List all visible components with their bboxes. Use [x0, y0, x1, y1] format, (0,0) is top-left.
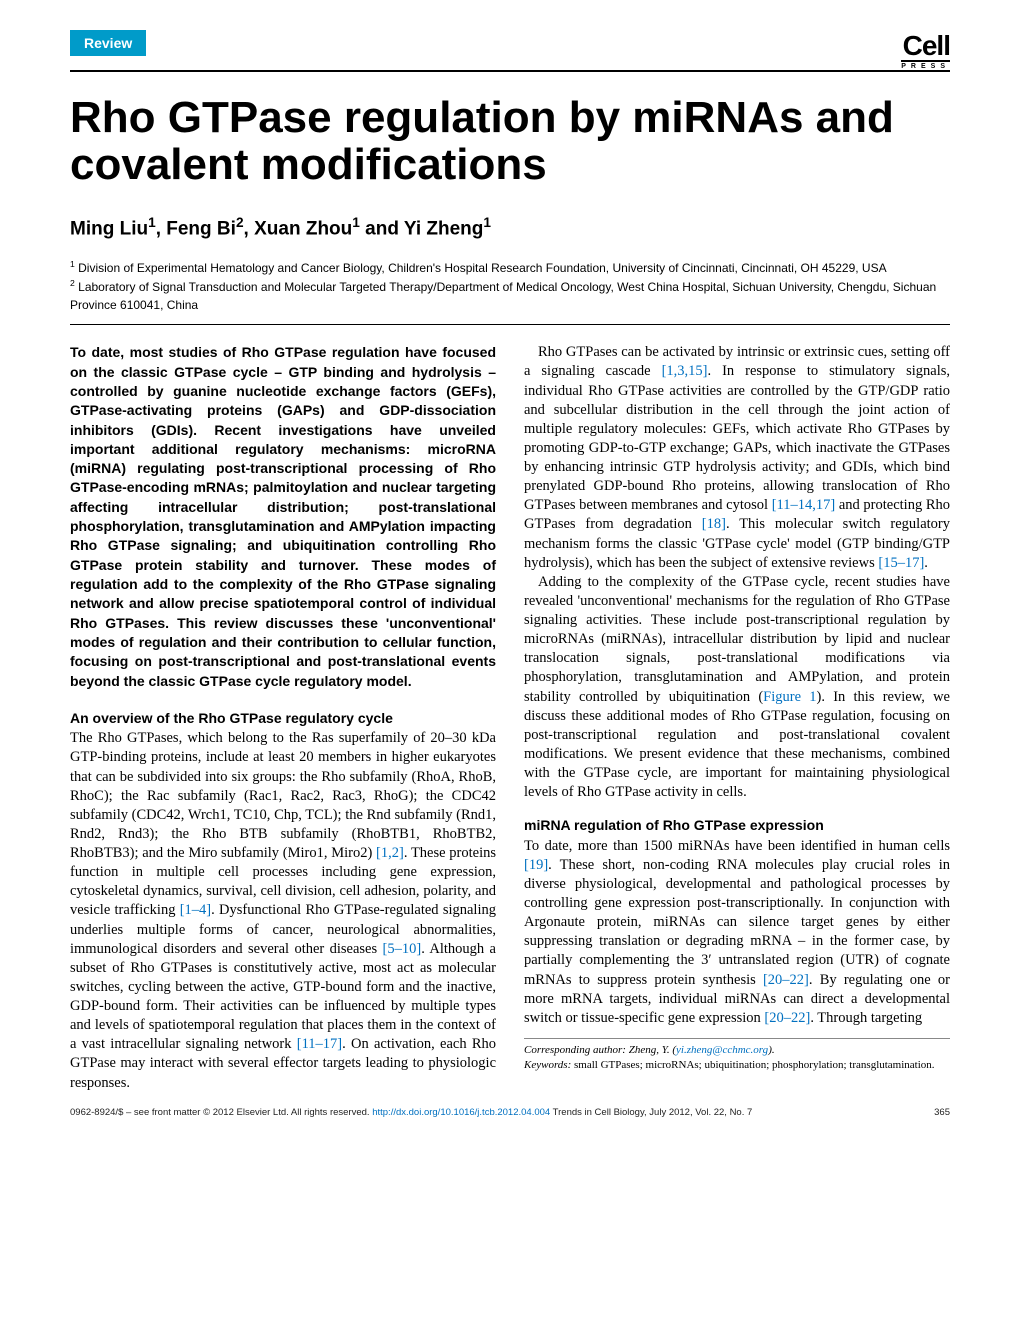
ref-link[interactable]: [11–14,17]: [772, 497, 836, 513]
article-title: Rho GTPase regulation by miRNAs and cova…: [70, 94, 950, 189]
ref-link[interactable]: [20–22]: [764, 1010, 810, 1026]
corr-name: Zheng, Y.: [629, 1044, 670, 1056]
cell-press-logo: Cell PRESS: [901, 30, 950, 70]
figure-link[interactable]: Figure 1: [763, 689, 816, 705]
overview-p2: Rho GTPases can be activated by intrinsi…: [524, 343, 950, 573]
mirna-p1: To date, more than 1500 miRNAs have been…: [524, 837, 950, 1028]
affil-2: 2 Laboratory of Signal Transduction and …: [70, 277, 950, 314]
doi-link[interactable]: http://dx.doi.org/10.1016/j.tcb.2012.04.…: [372, 1107, 550, 1118]
corr-label: Corresponding author:: [524, 1044, 626, 1056]
affil-1: 1 Division of Experimental Hematology an…: [70, 258, 950, 277]
affiliation-block: 1 Division of Experimental Hematology an…: [70, 258, 950, 314]
ref-link[interactable]: [20–22]: [763, 972, 809, 988]
keywords: small GTPases; microRNAs; ubiquitination…: [574, 1059, 935, 1071]
separator-rule: [70, 324, 950, 325]
abstract: To date, most studies of Rho GTPase regu…: [70, 343, 496, 691]
page-number: 365: [934, 1107, 950, 1118]
logo-cell-text: Cell: [903, 30, 950, 61]
page-footer: 0962-8924/$ – see front matter © 2012 El…: [70, 1107, 950, 1118]
footer-left: 0962-8924/$ – see front matter © 2012 El…: [70, 1107, 752, 1118]
ref-link[interactable]: [5–10]: [383, 941, 422, 957]
author-list: Ming Liu1, Feng Bi2, Xuan Zhou1 and Yi Z…: [70, 215, 950, 240]
logo-press-text: PRESS: [901, 60, 950, 70]
top-bar: Review Cell PRESS: [70, 30, 950, 72]
overview-p3: Adding to the complexity of the GTPase c…: [524, 573, 950, 803]
ref-link[interactable]: [1,2]: [376, 845, 404, 861]
ref-link[interactable]: [1,3,15]: [662, 363, 708, 379]
ref-link[interactable]: [15–17]: [878, 555, 924, 571]
overview-p1: The Rho GTPases, which belong to the Ras…: [70, 729, 496, 1092]
article-body: To date, most studies of Rho GTPase regu…: [70, 343, 950, 1092]
keywords-label: Keywords:: [524, 1059, 571, 1071]
ref-link[interactable]: [19]: [524, 857, 548, 873]
ref-link[interactable]: [1–4]: [180, 902, 211, 918]
corresponding-block: Corresponding author: Zheng, Y. (yi.zhen…: [524, 1038, 950, 1073]
ref-link[interactable]: [18]: [702, 516, 726, 532]
corr-email[interactable]: yi.zheng@cchmc.org: [676, 1044, 768, 1056]
section-heading-mirna: miRNA regulation of Rho GTPase expressio…: [524, 816, 950, 834]
section-heading-overview: An overview of the Rho GTPase regulatory…: [70, 709, 496, 727]
category-badge: Review: [70, 30, 146, 56]
ref-link[interactable]: [11–17]: [297, 1036, 342, 1052]
